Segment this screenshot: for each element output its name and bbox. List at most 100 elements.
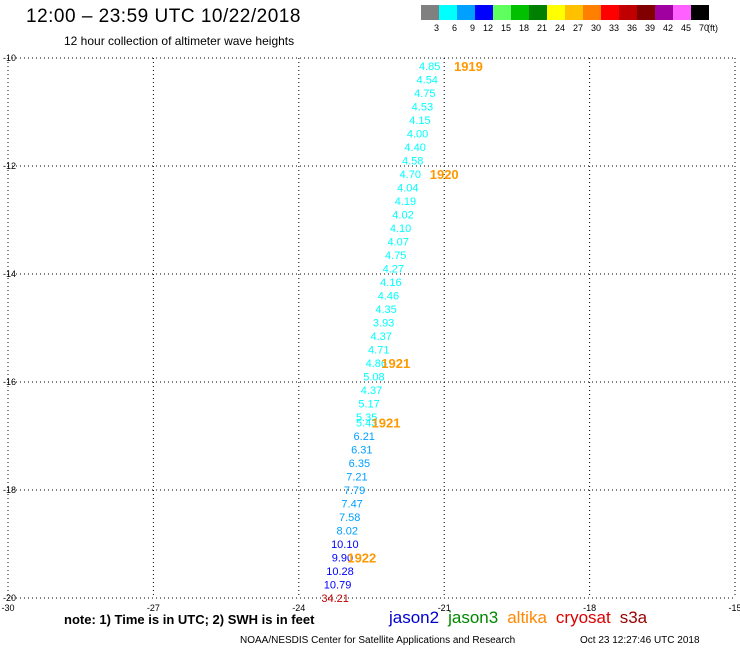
wave-height-label: 4.15 [409,115,430,127]
wave-height-label: 4.46 [378,291,399,303]
legend-entry: s3a [619,608,648,627]
y-tick-label: -20 [3,593,16,603]
wave-height-label: 4.02 [392,210,413,222]
y-tick-label: -18 [3,485,16,495]
time-label: 1921 [372,416,401,431]
wave-height-label: 4.00 [407,129,428,141]
wave-height-label: 5.17 [358,399,379,411]
color-swatch [421,5,439,20]
wave-height-label: 4.16 [380,277,401,289]
legend-entry: jason2 [389,608,440,627]
x-tick-label: -30 [1,603,14,613]
time-label: 1920 [430,167,459,182]
color-scale-label: 15 [500,23,511,33]
wave-height-label: 7.47 [341,499,362,511]
color-swatch [547,5,565,20]
wave-height-label: 4.37 [370,331,391,343]
color-swatch [529,5,547,20]
wave-height-label: 4.58 [402,156,423,168]
color-swatch [691,5,709,20]
color-swatch [439,5,457,20]
wave-height-label: 4.07 [387,237,408,249]
color-swatch [619,5,637,20]
x-tick-label: -24 [292,603,305,613]
color-scale-label: 70 [698,23,709,33]
time-label: 1921 [381,356,410,371]
wave-height-label: 4.37 [361,385,382,397]
wave-height-label: 10.10 [331,539,359,551]
y-tick-label: -10 [3,53,16,63]
legend-entry: altika [507,608,547,627]
color-swatch [637,5,655,20]
color-swatch [601,5,619,20]
time-label: 1919 [454,59,483,74]
wave-height-label: 4.70 [400,169,421,181]
credit-line: NOAA/NESDIS Center for Satellite Applica… [240,635,516,646]
wave-height-label: 10.79 [324,580,352,592]
chart-title: 12:00 – 23:59 UTC 10/22/2018 [26,6,301,27]
legend-entry: jason3 [448,608,499,627]
wave-height-label: 4.10 [390,223,411,235]
y-tick-label: -14 [3,269,16,279]
wave-height-label: 3.93 [373,318,394,330]
color-scale-label: 39 [644,23,655,33]
wave-height-label: 9.90 [332,553,353,565]
color-scale-label: 6 [451,23,457,33]
color-scale-label: 21 [536,23,547,33]
wave-height-label: 5.35 [356,412,377,424]
color-swatch [511,5,529,20]
wave-height-label: 4.86 [366,358,387,370]
wave-height-label: 4.35 [375,304,396,316]
chart-subtitle: 12 hour collection of altimeter wave hei… [64,34,295,48]
wave-height-label: 4.40 [404,142,425,154]
wave-height-label: 4.27 [383,264,404,276]
color-scale-label: 12 [482,23,493,33]
wave-height-label: 8.02 [337,526,358,538]
color-scale-label: 27 [572,23,583,33]
color-scale-label: 45 [680,23,691,33]
x-tick-label: -15 [728,603,740,613]
color-scale-label: 36 [626,23,637,33]
color-swatch [493,5,511,20]
time-label: 1922 [347,551,376,566]
color-swatch [457,5,475,20]
x-tick-label: -21 [438,603,451,613]
color-scale-label: 42 [662,23,673,33]
color-scale-unit: (ft) [707,23,718,33]
wave-height-label: 6.21 [354,431,375,443]
color-scale-label: 9 [469,23,475,33]
wave-height-label: 4.85 [419,61,440,73]
wave-height-label: 34.21 [321,593,349,605]
wave-height-label: 10.28 [326,566,354,578]
wave-height-label: 4.71 [368,345,389,357]
color-swatch [565,5,583,20]
color-swatch [475,5,493,20]
legend-entry: cryosat [555,608,611,627]
wave-height-label: 4.53 [412,102,433,114]
color-scale-label: 24 [554,23,565,33]
y-tick-label: -16 [3,377,16,387]
wave-height-label: 4.75 [414,88,435,100]
color-swatch [655,5,673,20]
wave-height-label: 4.75 [385,250,406,262]
color-swatch [673,5,691,20]
color-scale-label: 30 [590,23,601,33]
color-scale-label: 3 [433,23,439,33]
generation-timestamp: Oct 23 12:27:46 UTC 2018 [580,635,700,646]
wave-height-label: 4.04 [397,183,418,195]
y-tick-label: -12 [3,161,16,171]
wave-height-label: 7.58 [339,512,360,524]
wave-height-label: 5.43 [356,418,377,430]
color-scale-label: 33 [608,23,619,33]
wave-height-label: 6.31 [351,445,372,457]
wave-height-label: 4.19 [395,196,416,208]
x-tick-label: -27 [147,603,160,613]
color-swatch [583,5,601,20]
x-tick-label: -18 [583,603,596,613]
wave-height-label: 5.08 [363,372,384,384]
wave-height-label: 7.21 [346,472,367,484]
wave-height-label: 6.35 [349,458,370,470]
satellite-legend: jason2 jason3 altika cryosat s3a [389,608,656,628]
wave-height-label: 4.54 [417,75,438,87]
